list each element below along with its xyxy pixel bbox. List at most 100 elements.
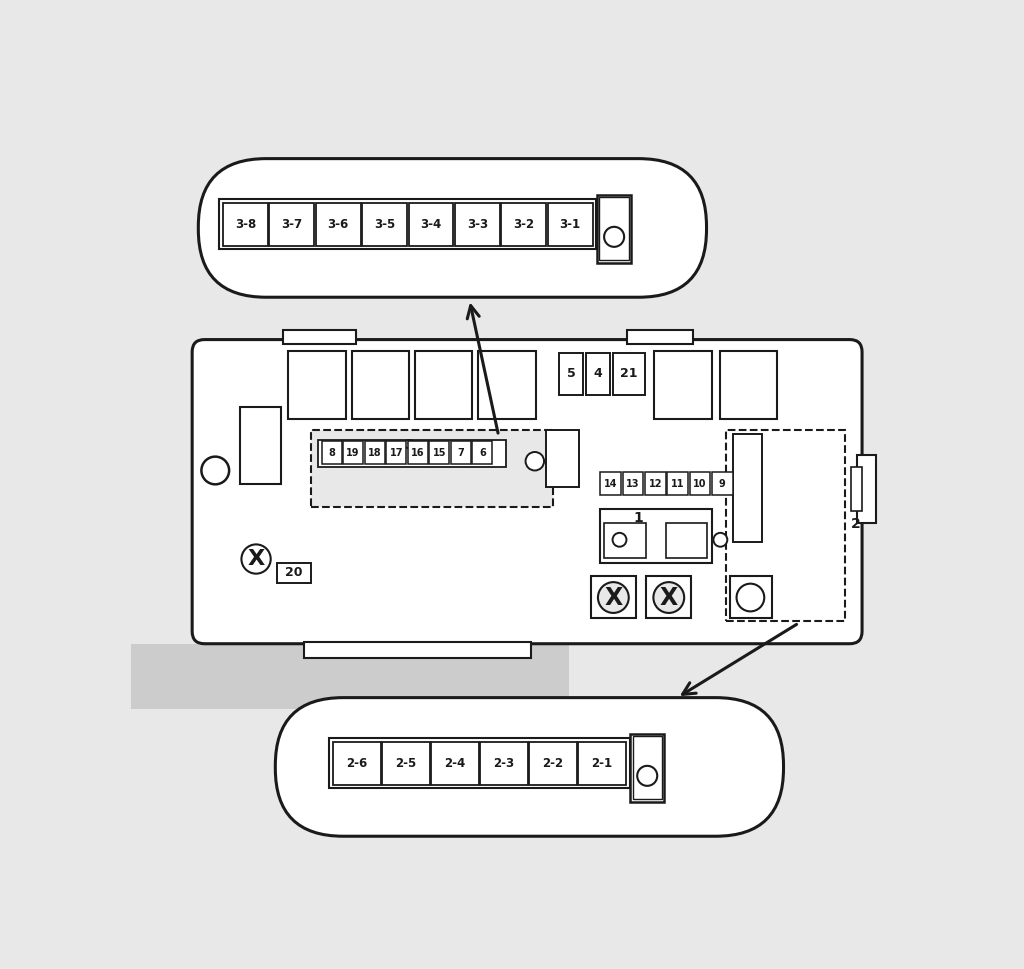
Bar (223, 203, 268, 245)
Text: 2-1: 2-1 (592, 757, 612, 770)
Text: 3-2: 3-2 (513, 218, 535, 231)
Text: 3-6: 3-6 (328, 218, 349, 231)
Bar (579, 742, 626, 785)
Bar (330, 738, 630, 789)
Bar (548, 203, 593, 245)
Text: 10: 10 (693, 479, 707, 488)
Circle shape (637, 766, 657, 786)
Bar (502, 203, 546, 245)
Circle shape (242, 545, 270, 574)
Text: 17: 17 (389, 448, 403, 457)
Bar (612, 353, 645, 395)
Circle shape (612, 533, 627, 547)
Bar (318, 440, 506, 467)
Text: 2: 2 (851, 517, 861, 531)
Bar (712, 472, 733, 495)
Text: 11: 11 (671, 479, 684, 488)
Bar (351, 351, 410, 419)
Bar (333, 742, 381, 785)
Text: 2-4: 2-4 (444, 757, 466, 770)
Bar (276, 563, 310, 583)
Bar (628, 330, 692, 344)
Text: 20: 20 (285, 567, 302, 579)
Bar (472, 441, 493, 464)
Text: 19: 19 (346, 448, 359, 457)
Bar (382, 742, 430, 785)
Circle shape (604, 227, 625, 247)
Bar (529, 742, 577, 785)
Bar (645, 472, 666, 495)
Circle shape (714, 533, 727, 547)
Text: 4: 4 (594, 367, 602, 381)
Text: 1: 1 (634, 512, 644, 525)
Bar (599, 197, 629, 261)
Text: 2-2: 2-2 (543, 757, 563, 770)
Bar (689, 472, 711, 495)
Text: 3-1: 3-1 (559, 218, 581, 231)
Bar (451, 441, 471, 464)
Circle shape (736, 583, 764, 611)
Text: 16: 16 (411, 448, 425, 457)
Text: 2-6: 2-6 (346, 757, 368, 770)
Text: 3-3: 3-3 (467, 218, 487, 231)
FancyBboxPatch shape (199, 159, 707, 297)
Bar (283, 330, 356, 344)
Text: 2-3: 2-3 (494, 757, 514, 770)
Text: 3-7: 3-7 (282, 218, 302, 231)
Bar (730, 576, 772, 618)
Bar (851, 467, 862, 512)
Text: 6: 6 (479, 448, 485, 457)
Bar (455, 203, 500, 245)
Bar (343, 441, 364, 464)
Text: 14: 14 (604, 479, 617, 488)
Bar (857, 455, 876, 523)
Text: 12: 12 (648, 479, 663, 488)
Bar (386, 441, 407, 464)
Bar (362, 203, 407, 245)
Text: 9: 9 (719, 479, 726, 488)
Text: X: X (248, 549, 264, 569)
Bar (131, 643, 569, 709)
Text: 13: 13 (627, 479, 640, 488)
Bar (365, 441, 385, 464)
Bar (269, 203, 314, 245)
Bar (547, 429, 579, 487)
Bar (415, 351, 472, 419)
Text: X: X (604, 585, 623, 610)
Bar (586, 353, 610, 395)
Text: 21: 21 (620, 367, 638, 381)
Bar (654, 351, 712, 419)
Bar (600, 509, 712, 563)
Bar (310, 430, 553, 508)
Bar (429, 441, 450, 464)
Bar (315, 203, 360, 245)
Circle shape (598, 582, 629, 613)
Text: 8: 8 (328, 448, 335, 457)
Circle shape (202, 456, 229, 484)
Text: 15: 15 (432, 448, 446, 457)
Bar (623, 472, 643, 495)
Bar (559, 353, 584, 395)
Text: 3-8: 3-8 (234, 218, 256, 231)
Text: 3-4: 3-4 (420, 218, 441, 231)
Bar (733, 434, 762, 542)
Bar (666, 523, 708, 558)
Bar (322, 441, 342, 464)
Bar (289, 351, 346, 419)
Bar (431, 742, 478, 785)
FancyBboxPatch shape (275, 698, 783, 836)
Bar (646, 576, 691, 618)
Bar (631, 734, 665, 801)
Circle shape (525, 452, 544, 471)
Bar (408, 441, 428, 464)
FancyBboxPatch shape (193, 339, 862, 643)
Bar (409, 203, 454, 245)
Bar (633, 736, 662, 799)
Text: 3: 3 (404, 438, 414, 453)
Text: 5: 5 (566, 367, 575, 381)
Text: 2-5: 2-5 (395, 757, 417, 770)
Text: 18: 18 (368, 448, 382, 457)
Text: X: X (659, 585, 678, 610)
Bar (600, 472, 621, 495)
Bar (720, 351, 777, 419)
